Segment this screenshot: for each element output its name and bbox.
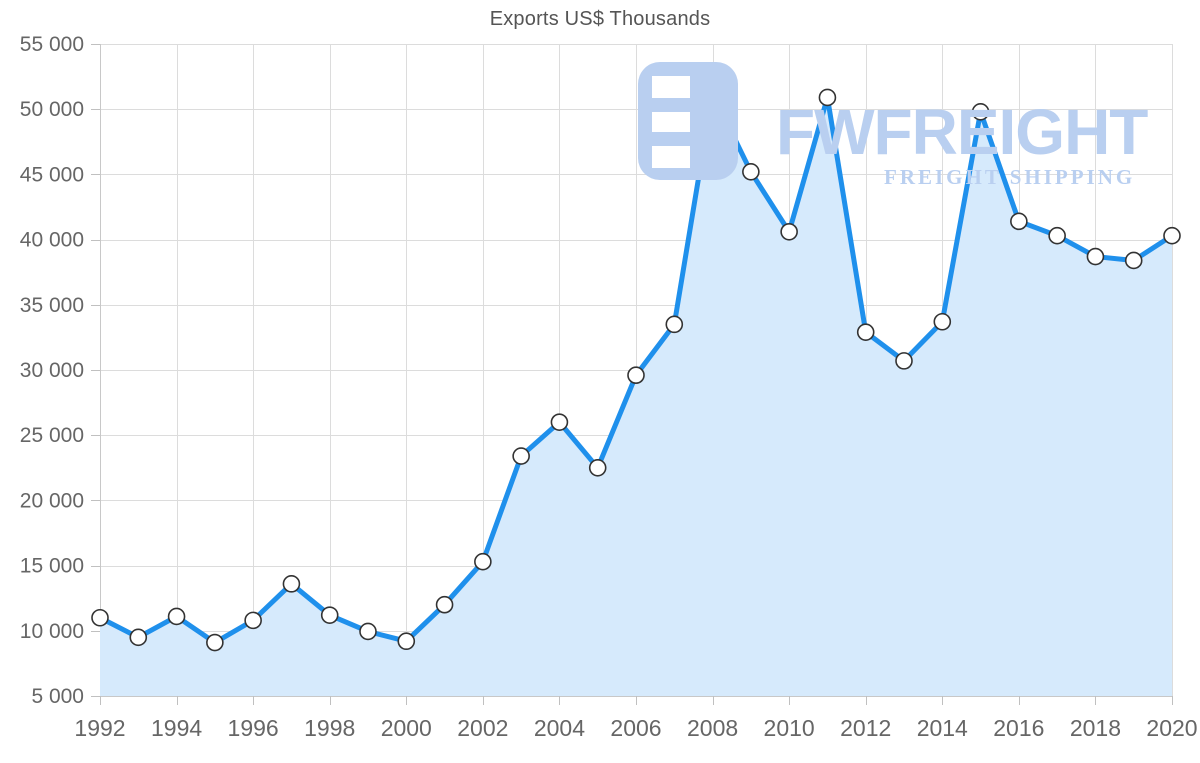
svg-text:40 000: 40 000 [20, 229, 84, 252]
svg-text:45 000: 45 000 [20, 163, 84, 186]
data-point[interactable] [1086, 247, 1105, 266]
data-point[interactable] [1163, 226, 1181, 245]
svg-text:2016: 2016 [993, 715, 1044, 741]
series-data-points[interactable] [91, 84, 1181, 652]
svg-text:1994: 1994 [151, 715, 202, 741]
data-point[interactable] [895, 352, 913, 370]
svg-text:15 000: 15 000 [20, 555, 84, 578]
x-axis-tick-labels: 1992 1994 1996 1998 2000 2002 2004 2006 2008 2010… [74, 715, 1197, 741]
svg-text:10 000: 10 000 [20, 620, 84, 643]
data-point[interactable] [933, 312, 952, 331]
data-point[interactable] [474, 552, 492, 571]
svg-text:55 000: 55 000 [20, 33, 84, 56]
data-point[interactable] [435, 595, 454, 614]
svg-text:2006: 2006 [610, 715, 661, 741]
svg-text:2008: 2008 [687, 715, 738, 741]
data-point[interactable] [627, 366, 645, 385]
data-point[interactable] [1048, 226, 1066, 245]
svg-text:2020: 2020 [1146, 715, 1197, 741]
data-point[interactable] [856, 323, 875, 341]
data-point[interactable] [320, 606, 339, 624]
series-area-fill [100, 93, 1172, 697]
data-point[interactable] [971, 103, 990, 121]
data-point[interactable] [780, 222, 798, 241]
svg-text:2014: 2014 [917, 715, 968, 741]
svg-text:35 000: 35 000 [20, 294, 84, 317]
data-point[interactable] [206, 633, 224, 652]
y-axis-tick-labels: 5 000 10 000 15 000 20 000 25 000 30 000 35 00… [20, 33, 84, 708]
data-point[interactable] [359, 622, 377, 641]
data-point[interactable] [1124, 251, 1143, 270]
svg-text:2002: 2002 [457, 715, 508, 741]
svg-text:25 000: 25 000 [20, 424, 84, 447]
data-point[interactable] [282, 575, 301, 593]
svg-text:50 000: 50 000 [20, 98, 84, 121]
svg-text:1996: 1996 [228, 715, 279, 741]
data-point[interactable] [512, 447, 530, 465]
svg-text:2010: 2010 [764, 715, 815, 741]
svg-text:2000: 2000 [381, 715, 432, 741]
svg-text:2004: 2004 [534, 715, 585, 741]
data-point[interactable] [167, 607, 186, 626]
data-point[interactable] [244, 611, 262, 630]
chart-title: Exports US$ Thousands [489, 8, 711, 30]
data-point[interactable] [742, 162, 760, 181]
svg-text:30 000: 30 000 [20, 359, 84, 382]
data-point[interactable] [1010, 212, 1028, 231]
svg-text:2012: 2012 [840, 715, 891, 741]
svg-text:1998: 1998 [304, 715, 355, 741]
svg-text:20 000: 20 000 [20, 489, 84, 512]
tick-marks [91, 44, 1173, 705]
data-point[interactable] [91, 608, 109, 627]
data-point[interactable] [665, 315, 684, 334]
svg-text:2018: 2018 [1070, 715, 1121, 741]
data-point[interactable] [129, 628, 148, 647]
data-point[interactable] [703, 84, 722, 103]
data-point[interactable] [588, 458, 607, 477]
data-point[interactable] [818, 88, 837, 107]
data-point[interactable] [397, 632, 416, 651]
data-point[interactable] [550, 413, 569, 431]
svg-text:5 000: 5 000 [31, 685, 84, 708]
svg-text:1992: 1992 [74, 715, 125, 741]
